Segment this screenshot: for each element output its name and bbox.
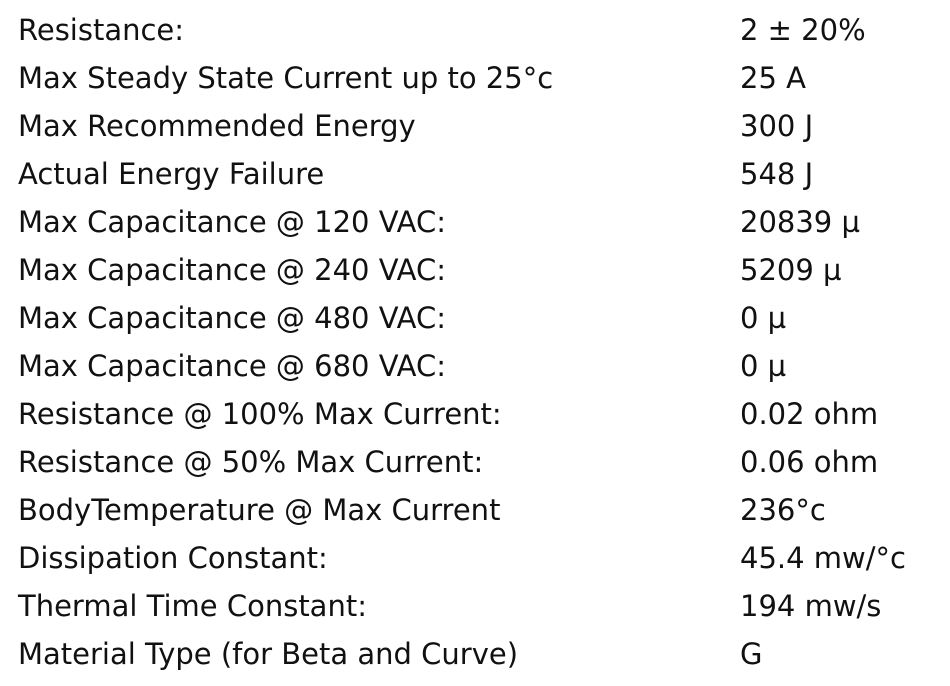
spec-row: Max Recommended Energy 300 J [0, 102, 950, 150]
spec-label: Resistance @ 100% Max Current: [18, 397, 502, 431]
spec-row: Max Capacitance @ 120 VAC: 20839 µ [0, 198, 950, 246]
spec-row: Max Capacitance @ 480 VAC: 0 µ [0, 294, 950, 342]
spec-label: Resistance: [18, 13, 185, 47]
spec-row: Max Capacitance @ 240 VAC: 5209 µ [0, 246, 950, 294]
spec-label: Dissipation Constant: [18, 541, 328, 575]
spec-row: Actual Energy Failure 548 J [0, 150, 950, 198]
spec-label: BodyTemperature @ Max Current [18, 493, 501, 527]
spec-label: Max Capacitance @ 120 VAC: [18, 205, 447, 239]
spec-row: Material Type (for Beta and Curve) G [0, 630, 950, 678]
spec-value: 0 µ [740, 301, 787, 335]
spec-value: 236°c [740, 493, 826, 527]
spec-value: 300 J [740, 109, 814, 143]
spec-value: 2 ± 20% [740, 13, 866, 47]
spec-label: Material Type (for Beta and Curve) [18, 637, 519, 671]
spec-row: BodyTemperature @ Max Current 236°c [0, 486, 950, 534]
spec-row: Resistance: 2 ± 20% [0, 6, 950, 54]
spec-value: 20839 µ [740, 205, 860, 239]
spec-row: Resistance @ 50% Max Current: 0.06 ohm [0, 438, 950, 486]
spec-row: Max Steady State Current up to 25°c 25 A [0, 54, 950, 102]
spec-label: Max Recommended Energy [18, 109, 416, 143]
spec-value: 548 J [740, 157, 814, 191]
spec-label: Max Capacitance @ 240 VAC: [18, 253, 447, 287]
spec-row: Max Capacitance @ 680 VAC: 0 µ [0, 342, 950, 390]
spec-row: Thermal Time Constant: 194 mw/s [0, 582, 950, 630]
spec-value: 25 A [740, 61, 806, 95]
spec-value: 194 mw/s [740, 589, 882, 623]
spec-label: Actual Energy Failure [18, 157, 325, 191]
spec-value: 5209 µ [740, 253, 842, 287]
spec-label: Thermal Time Constant: [18, 589, 367, 623]
spec-value: 45.4 mw/°c [740, 541, 906, 575]
spec-label: Max Steady State Current up to 25°c [18, 61, 554, 95]
spec-value: 0.02 ohm [740, 397, 879, 431]
spec-row: Resistance @ 100% Max Current: 0.02 ohm [0, 390, 950, 438]
spec-value: 0.06 ohm [740, 445, 879, 479]
spec-row: Dissipation Constant: 45.4 mw/°c [0, 534, 950, 582]
spec-value: 0 µ [740, 349, 787, 383]
spec-label: Max Capacitance @ 480 VAC: [18, 301, 447, 335]
spec-label: Max Capacitance @ 680 VAC: [18, 349, 447, 383]
spec-label: Resistance @ 50% Max Current: [18, 445, 484, 479]
spec-value: G [740, 637, 763, 671]
